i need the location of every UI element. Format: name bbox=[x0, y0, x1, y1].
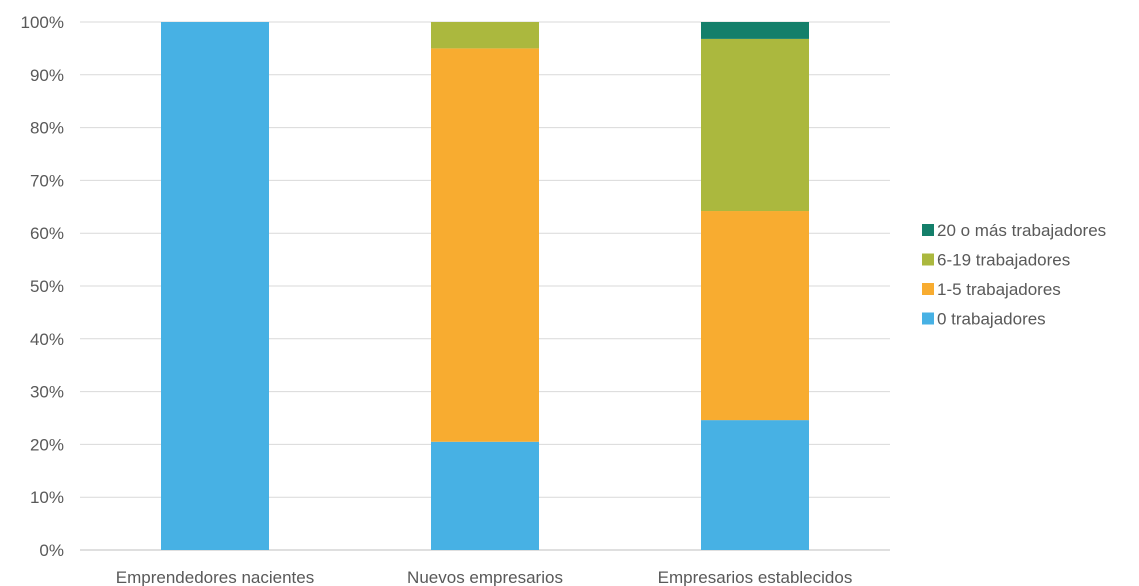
legend-label: 0 trabajadores bbox=[937, 310, 1046, 329]
bar-segment-1-series-1 bbox=[161, 22, 269, 550]
legend-label: 6-19 trabajadores bbox=[937, 251, 1070, 270]
y-tick-label: 0% bbox=[39, 541, 64, 560]
y-tick-label: 70% bbox=[30, 171, 64, 190]
y-tick-label: 30% bbox=[30, 383, 64, 402]
y-tick-label: 60% bbox=[30, 224, 64, 243]
bar-segment-3-series-3 bbox=[701, 38, 809, 212]
legend: 20 o más trabajadores 6-19 trabajadores 1-… bbox=[922, 221, 1106, 329]
x-category-label: Emprendedores nacientes bbox=[116, 568, 314, 586]
x-category-label: Empresarios establecidos bbox=[658, 568, 853, 586]
legend-swatch bbox=[922, 253, 934, 266]
bar-segment-2-series-3 bbox=[431, 22, 539, 49]
y-tick-label: 10% bbox=[30, 488, 64, 507]
legend-label: 1-5 trabajadores bbox=[937, 280, 1061, 299]
x-axis: Emprendedores nacientes Nuevos empresario… bbox=[116, 568, 853, 586]
bar-segment-2-series-2 bbox=[431, 48, 539, 442]
legend-swatch bbox=[922, 283, 934, 295]
bar-segment-3-series-2 bbox=[701, 211, 809, 421]
legend-swatch bbox=[922, 224, 934, 236]
legend-label: 20 o más trabajadores bbox=[937, 221, 1106, 240]
y-tick-label: 80% bbox=[30, 119, 64, 138]
y-tick-label: 90% bbox=[30, 66, 64, 85]
bar-segment-3-series-1 bbox=[701, 420, 809, 550]
legend-item: 0 trabajadores bbox=[922, 310, 1046, 329]
legend-item: 1-5 trabajadores bbox=[922, 280, 1061, 299]
y-tick-label: 20% bbox=[30, 435, 64, 454]
bars bbox=[161, 22, 809, 550]
y-tick-label: 50% bbox=[30, 277, 64, 296]
y-axis-ticks: 0% 10% 20% 30% 40% 50% 60% 70% 80% 90% 100% bbox=[21, 13, 64, 560]
y-tick-label: 40% bbox=[30, 330, 64, 349]
y-tick-label: 100% bbox=[21, 13, 64, 32]
legend-item: 6-19 trabajadores bbox=[922, 251, 1070, 270]
legend-item: 20 o más trabajadores bbox=[922, 221, 1106, 240]
bar-segment-2-series-1 bbox=[431, 441, 539, 550]
legend-swatch bbox=[922, 312, 934, 325]
x-category-label: Nuevos empresarios bbox=[407, 568, 563, 586]
bar-segment-3-series-4 bbox=[701, 22, 809, 39]
